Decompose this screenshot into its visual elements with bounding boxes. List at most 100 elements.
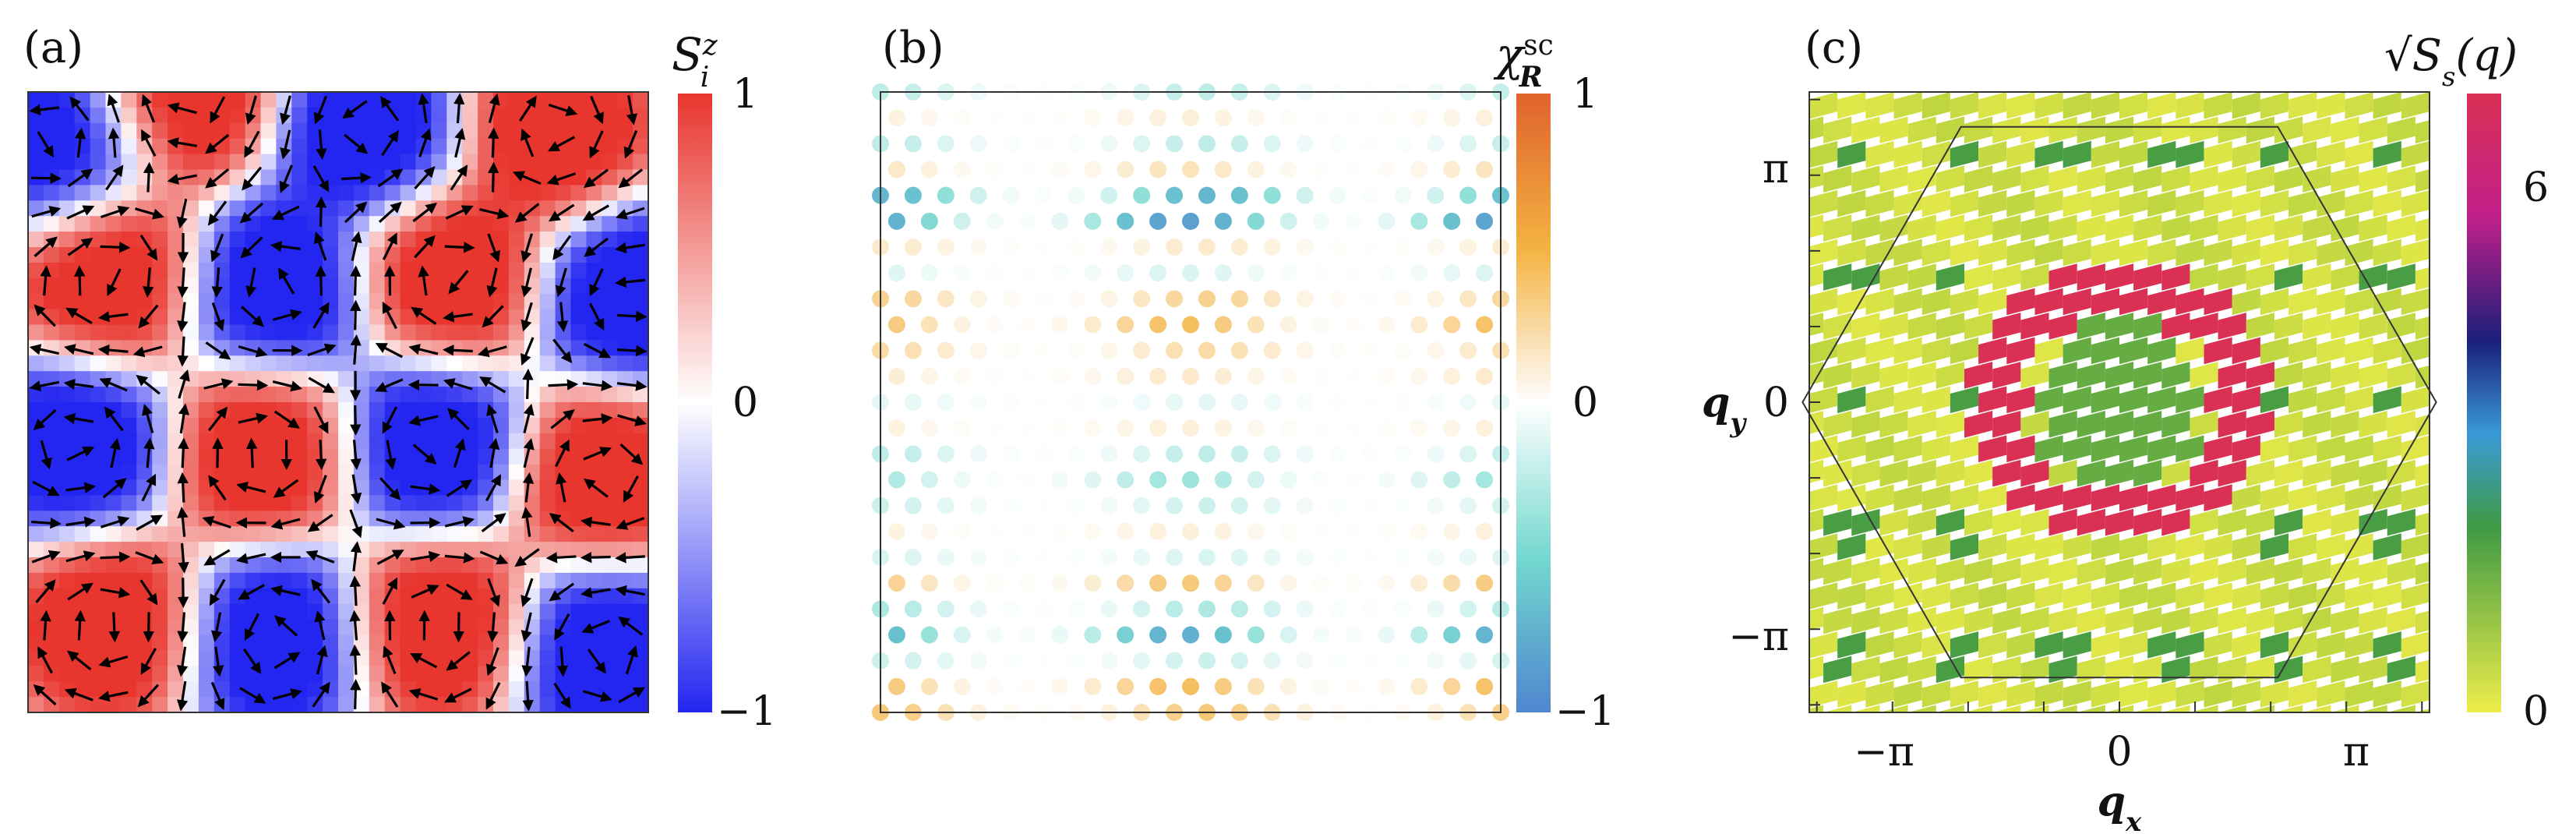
sz-cell bbox=[400, 511, 417, 527]
sq-cell bbox=[2034, 533, 2063, 560]
sz-cell bbox=[152, 433, 168, 450]
sz-cell bbox=[400, 107, 417, 124]
sq-cell bbox=[1964, 165, 1993, 193]
sc-dot bbox=[986, 109, 1004, 127]
sz-cell bbox=[152, 262, 168, 279]
sz-cell bbox=[198, 324, 215, 341]
sz-cell bbox=[229, 619, 246, 636]
sz-cell bbox=[478, 247, 494, 263]
sq-cell bbox=[1893, 631, 1922, 659]
sq-cell bbox=[2091, 680, 2119, 708]
sz-cell bbox=[28, 619, 44, 636]
spin-arrow bbox=[311, 578, 331, 604]
sz-cell bbox=[105, 464, 122, 481]
sq-cell bbox=[2133, 557, 2162, 585]
spin-arrow bbox=[137, 684, 160, 708]
sc-dot bbox=[1459, 186, 1477, 204]
sz-cell bbox=[369, 619, 386, 636]
sc-dot bbox=[1410, 367, 1428, 385]
spin-arrow bbox=[37, 131, 54, 158]
sz-cell bbox=[229, 650, 246, 666]
sc-dot bbox=[1214, 212, 1232, 230]
sq-cell bbox=[1781, 582, 1809, 610]
sz-cell bbox=[633, 402, 648, 419]
sz-cell bbox=[229, 138, 246, 155]
sz-cell bbox=[570, 309, 587, 326]
sz-cell bbox=[617, 666, 633, 682]
sz-cell bbox=[245, 557, 262, 574]
sz-cell bbox=[570, 92, 587, 108]
sq-cell bbox=[1950, 680, 1979, 708]
sz-cell bbox=[136, 526, 153, 542]
spin-arrow bbox=[132, 345, 163, 358]
sq-cell bbox=[1879, 606, 1908, 634]
sc-dot bbox=[1378, 109, 1396, 127]
sc-dot bbox=[1198, 394, 1216, 411]
sq-cell bbox=[2317, 140, 2345, 168]
sc-dot bbox=[1084, 471, 1102, 489]
sq-cell bbox=[2091, 140, 2119, 168]
spin-arrow bbox=[350, 299, 362, 330]
sz-cell bbox=[307, 557, 323, 574]
sz-cell bbox=[260, 262, 277, 279]
sz-cell bbox=[493, 511, 510, 527]
sq-cell bbox=[1837, 140, 1866, 168]
sz-cell bbox=[570, 479, 587, 496]
sz-cell bbox=[28, 542, 44, 558]
sc-dot bbox=[986, 316, 1004, 334]
spin-arrow bbox=[351, 231, 362, 261]
sq-cell bbox=[2175, 140, 2204, 168]
sz-cell bbox=[633, 138, 648, 155]
sq-cell bbox=[2387, 263, 2415, 291]
colorbar-c-tick-6: 6 bbox=[2523, 164, 2549, 211]
sz-cell bbox=[28, 417, 44, 434]
sq-cell bbox=[2091, 288, 2119, 316]
sz-cell bbox=[524, 154, 541, 171]
sz-cell bbox=[121, 122, 137, 140]
sz-cell bbox=[539, 666, 556, 682]
sc-dot bbox=[1067, 394, 1085, 411]
sc-dot bbox=[1329, 652, 1346, 670]
sq-cell bbox=[2401, 435, 2430, 463]
sc-dot bbox=[1279, 522, 1297, 540]
sz-cell bbox=[338, 697, 355, 712]
sq-cell bbox=[1865, 140, 1894, 168]
sz-cell bbox=[617, 542, 633, 558]
sz-cell bbox=[555, 526, 572, 542]
sz-cell bbox=[400, 603, 417, 620]
sq-cell bbox=[1809, 656, 1824, 680]
sz-cell bbox=[90, 681, 107, 698]
sc-dot bbox=[969, 652, 987, 670]
sq-cell bbox=[1823, 606, 1852, 634]
sq-cell bbox=[2303, 459, 2331, 487]
sq-cell bbox=[2119, 631, 2148, 659]
sq-cell bbox=[2387, 214, 2415, 242]
sz-cell bbox=[570, 324, 587, 341]
sq-cell bbox=[1823, 411, 1852, 438]
sz-cell bbox=[198, 262, 215, 279]
sz-cell bbox=[369, 448, 386, 465]
sz-cell bbox=[493, 526, 510, 542]
sq-cell bbox=[1809, 484, 1838, 512]
spin-arrow bbox=[239, 687, 266, 704]
sc-dot bbox=[1100, 290, 1118, 308]
sq-cell bbox=[1823, 165, 1852, 193]
sz-cell bbox=[90, 231, 107, 248]
sz-cell bbox=[493, 495, 510, 511]
sq-cell bbox=[1992, 165, 2021, 193]
sz-cell bbox=[462, 277, 478, 295]
sq-cell bbox=[2232, 288, 2260, 316]
sz-cell bbox=[478, 293, 494, 310]
spin-arrow bbox=[63, 378, 94, 390]
sz-cell bbox=[198, 697, 215, 712]
sq-cell bbox=[1950, 533, 1979, 560]
sq-cell bbox=[2119, 533, 2148, 560]
sc-dot bbox=[1166, 600, 1184, 618]
sz-cell bbox=[570, 572, 587, 589]
spin-arrow bbox=[66, 447, 95, 461]
sz-cell bbox=[183, 309, 199, 326]
sc-dot bbox=[1361, 341, 1379, 359]
sz-cell bbox=[493, 448, 510, 465]
sc-dot bbox=[1084, 626, 1102, 644]
sz-cell bbox=[602, 572, 618, 589]
